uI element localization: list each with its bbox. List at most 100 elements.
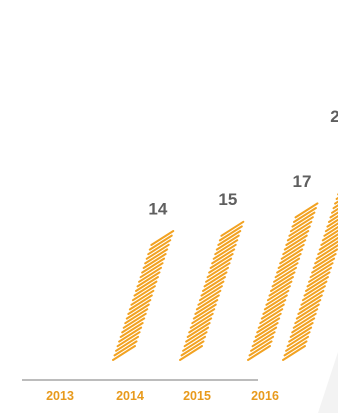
bar-hatch-stroke	[294, 202, 319, 219]
bar-hatch-stroke	[208, 257, 233, 274]
bar-hatch-stroke	[112, 345, 136, 361]
bar-hatch-stroke	[116, 331, 141, 348]
bar-hatch-stroke	[195, 294, 220, 311]
bar-hatch-stroke	[182, 335, 207, 352]
bar-hatch-stroke	[286, 225, 311, 242]
bar-hatch-stroke	[206, 262, 231, 279]
bar-hatch-stroke	[194, 299, 219, 315]
bar-hatch-stroke	[121, 317, 146, 334]
bar-hatch-stroke	[119, 322, 144, 338]
bar-hatch-stroke	[320, 233, 338, 246]
bar-hatch-stroke	[203, 271, 228, 288]
bar-hatch-stroke	[292, 312, 317, 329]
bar-hatch-stroke	[142, 253, 167, 269]
bar-hatch-stroke	[185, 326, 210, 343]
bar-hatch-stroke	[331, 207, 338, 214]
bar-hatch-stroke	[289, 216, 314, 233]
bar-hatch-stroke	[276, 257, 301, 274]
bar-hatch-stroke	[200, 280, 225, 297]
bar-hatch-stroke	[309, 262, 334, 279]
bar-hatch-stroke	[215, 234, 240, 251]
bar-hatch-stroke	[318, 236, 338, 251]
bar-hatch-stroke	[294, 308, 319, 325]
bar-hatch-stroke	[133, 280, 158, 297]
bar-hatch-stroke	[295, 303, 320, 320]
bar-hatch-stroke	[247, 345, 271, 361]
value-labels: 14 15 17 2	[148, 107, 338, 218]
bar-hatch-stroke	[217, 230, 242, 246]
bar-hatch-stroke	[323, 225, 338, 237]
bar-hatch-stroke	[144, 248, 169, 265]
bar-2015	[179, 220, 245, 361]
bar-hatch-stroke	[304, 276, 329, 292]
bar-hatch-stroke	[326, 218, 338, 228]
bar-hatch-stroke	[134, 276, 159, 292]
bar-hatch-stroke	[273, 266, 298, 283]
background-wedge	[318, 352, 338, 413]
bar-hatch-stroke	[248, 340, 273, 357]
bar-hatch-stroke	[311, 257, 336, 274]
bar-hatch-stroke	[189, 312, 214, 329]
bar-hatch-stroke	[298, 294, 323, 311]
bar-hatch-stroke	[118, 326, 143, 343]
bar-hatch-stroke	[283, 340, 308, 357]
bar-hatch-stroke	[327, 215, 338, 223]
bar-hatch-stroke	[136, 271, 161, 288]
bar-hatch-stroke	[315, 244, 338, 260]
bar-hatch-stroke	[124, 308, 149, 325]
bar-hatch-stroke	[279, 248, 304, 265]
bar-hatch-stroke	[220, 220, 245, 237]
bar-hatch-stroke	[122, 312, 147, 329]
bar-2014	[112, 230, 175, 361]
bar-hatch-stroke	[277, 253, 302, 269]
bar-hatch-stroke	[259, 308, 284, 325]
bar-hatch-stroke	[250, 335, 275, 352]
value-label-partial: 2	[330, 107, 338, 126]
bar-hatch-stroke	[188, 317, 213, 334]
bar-hatch-stroke	[138, 266, 163, 283]
bar-hatch-stroke	[141, 257, 166, 274]
bar-hatch-stroke	[268, 280, 293, 297]
value-label-2014: 14	[148, 199, 167, 218]
bar-hatch-stroke	[183, 331, 208, 348]
bar-hatch-stroke	[201, 276, 226, 292]
bar-hatch-stroke	[192, 303, 217, 320]
bar-hatch-stroke	[301, 285, 326, 302]
bar-hatch-stroke	[148, 234, 173, 251]
bar-hatch-stroke	[180, 340, 205, 357]
x-tick-label-2015: 2015	[183, 389, 211, 403]
bar-hatch-stroke	[303, 280, 328, 297]
bar-hatch-stroke	[283, 234, 308, 251]
bar-hatch-stroke	[286, 331, 311, 348]
bar-hatch-stroke	[214, 239, 239, 256]
x-tick-labels: 2013 2014 2015 2016	[46, 389, 279, 403]
bar-hatch-stroke	[266, 285, 291, 302]
bar-hatch-stroke	[317, 240, 338, 256]
bar-hatch-stroke	[115, 335, 140, 352]
bar-hatch-stroke	[209, 253, 234, 269]
bar-hatch-stroke	[288, 326, 313, 343]
bar-hatch-stroke	[127, 299, 152, 315]
bar-hatch-stroke	[271, 271, 296, 288]
bar-hatch-stroke	[306, 271, 331, 288]
bar-hatch-stroke	[150, 230, 175, 246]
bar-hatch-stroke	[297, 299, 322, 315]
bar-hatch-stroke	[139, 262, 164, 279]
bar-hatch-stroke	[260, 303, 285, 320]
bar-hatch-stroke	[197, 289, 222, 306]
bar-hatch-stroke	[263, 294, 288, 311]
bar-hatch-stroke	[308, 266, 333, 283]
bar-hatch-stroke	[145, 243, 170, 260]
bar-hatch-stroke	[292, 207, 317, 223]
bar-hatch-stroke	[312, 253, 337, 269]
bar-hatch-stroke	[131, 285, 156, 302]
bar-hatch-stroke	[285, 335, 310, 352]
bar-hatch-stroke	[128, 294, 153, 311]
value-label-2016: 17	[293, 172, 312, 191]
bars-group	[112, 193, 338, 361]
bar-hatch-stroke	[211, 248, 236, 265]
bar-hatch-stroke	[253, 326, 278, 343]
bar-hatch-stroke	[285, 230, 310, 246]
bar-hatch-stroke	[179, 345, 203, 361]
